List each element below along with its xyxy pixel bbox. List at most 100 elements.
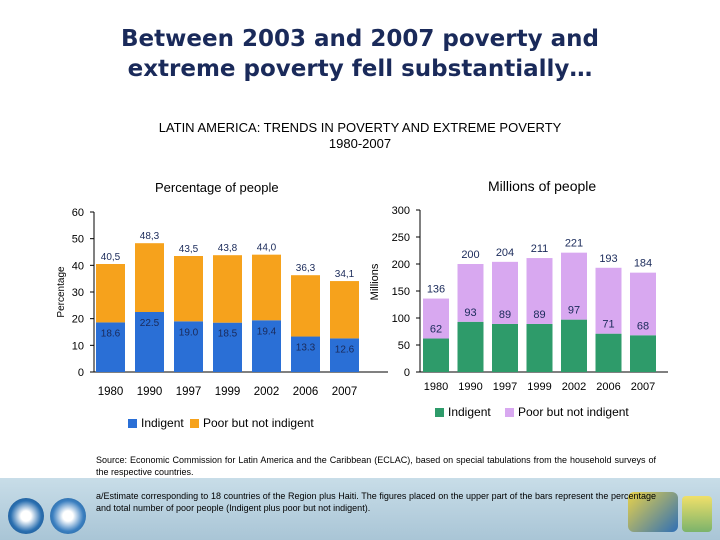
mil-x-tick-label: 1999 xyxy=(527,381,551,393)
pct-y-tick-label: 20 xyxy=(72,314,84,326)
mil-legend-indigent-swatch xyxy=(435,407,444,417)
mil-indigent-label: 62 xyxy=(430,324,442,336)
mil-legend-indigent-label: Indigent xyxy=(448,405,491,419)
mil-bar-indigent xyxy=(561,319,587,372)
pct-y-tick-label: 40 xyxy=(72,260,84,272)
mil-y-tick-label: 50 xyxy=(398,340,410,352)
pct-total-label: 43,5 xyxy=(179,244,199,255)
mil-bar-poor xyxy=(492,261,518,324)
pct-bar-indigent xyxy=(96,322,125,372)
pct-x-tick-label: 1997 xyxy=(176,386,202,398)
anniversary-logo-icon xyxy=(628,492,678,532)
mil-total-label: 184 xyxy=(634,258,652,270)
pct-bar-indigent xyxy=(252,320,281,372)
mil-bar-poor xyxy=(526,258,553,324)
pct-indigent-label: 12.6 xyxy=(335,344,355,355)
pct-x-tick-label: 2007 xyxy=(332,386,358,398)
mil-legend-poor: Poor but not indigent xyxy=(505,405,629,419)
pct-bar-indigent xyxy=(291,336,320,372)
pct-indigent-label: 13.3 xyxy=(296,343,316,354)
pct-total-label: 43,8 xyxy=(218,243,238,254)
percentage-chart-title: Percentage of people xyxy=(155,180,279,195)
mil-x-tick-label: 1990 xyxy=(458,381,482,393)
pct-total-label: 48,3 xyxy=(140,231,160,242)
pct-bar-indigent xyxy=(174,321,203,372)
mil-indigent-label: 89 xyxy=(533,309,545,321)
mil-legend-poor-label: Poor but not indigent xyxy=(518,405,629,419)
pct-x-tick-label: 1999 xyxy=(215,386,241,398)
pct-total-label: 44,0 xyxy=(257,243,277,254)
pct-bar-poor xyxy=(96,264,125,323)
subtitle-line-2: 1980-2007 xyxy=(328,136,392,151)
pct-y-tick-label: 0 xyxy=(78,367,84,379)
pct-y-tick-label: 60 xyxy=(72,207,84,219)
pct-indigent-label: 18.5 xyxy=(218,329,238,340)
pct-bar-indigent xyxy=(213,322,242,372)
mil-y-tick-label: 200 xyxy=(392,259,410,271)
millions-chart-title: Millions of people xyxy=(488,178,597,194)
mil-bar-poor xyxy=(630,272,656,336)
pct-total-label: 36,3 xyxy=(296,263,316,274)
mil-y-tick-label: 150 xyxy=(392,286,410,298)
mil-indigent-label: 93 xyxy=(464,307,476,319)
pct-total-label: 40,5 xyxy=(101,252,121,263)
pct-bar-poor xyxy=(252,254,281,321)
mil-bar-poor xyxy=(561,252,587,320)
pct-bar-indigent xyxy=(330,338,359,372)
mil-bar-indigent xyxy=(492,323,518,372)
mil-x-tick-label: 1997 xyxy=(493,381,517,393)
pct-bar-poor xyxy=(174,256,203,322)
mil-total-label: 193 xyxy=(599,253,617,265)
mil-bar-indigent xyxy=(423,338,449,372)
pct-indigent-label: 22.5 xyxy=(140,318,160,329)
footer-band xyxy=(0,478,720,540)
pct-bar-poor xyxy=(135,243,164,312)
pct-x-tick-label: 1990 xyxy=(137,386,163,398)
mil-y-axis-label: Millions xyxy=(369,263,381,300)
mil-y-tick-label: 300 xyxy=(392,205,410,217)
pct-indigent-label: 19.0 xyxy=(179,327,199,338)
mil-indigent-label: 68 xyxy=(637,320,649,332)
pct-x-tick-label: 2002 xyxy=(254,386,280,398)
mil-y-tick-label: 0 xyxy=(404,367,410,379)
source-note: Source: Economic Commission for Latin Am… xyxy=(96,455,656,477)
mil-x-tick-label: 1980 xyxy=(424,381,448,393)
mil-y-tick-label: 250 xyxy=(392,232,410,244)
subtitle-line-1: LATIN AMERICA: TRENDS IN POVERTY AND EXT… xyxy=(158,120,562,135)
mil-total-label: 211 xyxy=(531,243,549,255)
footnote: a/Estimate corresponding to 18 countries… xyxy=(96,491,656,513)
mil-bar-indigent xyxy=(630,335,656,372)
mil-bar-indigent xyxy=(595,333,622,372)
mil-total-label: 221 xyxy=(565,238,583,250)
pct-y-tick-label: 50 xyxy=(72,234,84,246)
mil-bar-indigent xyxy=(457,321,484,372)
who-emblem-icon xyxy=(50,498,86,534)
slide-title: Between 2003 and 2007 poverty and extrem… xyxy=(0,24,720,84)
mil-bar-indigent xyxy=(526,323,553,372)
pct-x-tick-label: 2006 xyxy=(293,386,319,398)
pct-y-tick-label: 30 xyxy=(72,287,84,299)
mil-total-label: 204 xyxy=(496,247,514,259)
mil-bar-poor xyxy=(457,264,484,322)
mil-indigent-label: 71 xyxy=(602,319,614,331)
pct-bar-poor xyxy=(213,255,242,323)
mil-x-tick-label: 2006 xyxy=(596,381,620,393)
mil-indigent-label: 97 xyxy=(568,305,580,317)
mil-indigent-label: 89 xyxy=(499,309,511,321)
mil-legend-poor-swatch xyxy=(505,407,514,417)
pct-x-tick-label: 1980 xyxy=(98,386,124,398)
mil-bar-poor xyxy=(423,298,449,339)
pct-legend-poor-label: Poor but not indigent xyxy=(203,416,314,430)
pct-bar-poor xyxy=(330,281,359,339)
pct-bar-indigent xyxy=(135,312,164,372)
pct-total-label: 34,1 xyxy=(335,269,355,280)
title-line-2: extreme poverty fell substantially… xyxy=(127,56,593,82)
pct-y-tick-label: 10 xyxy=(72,340,84,352)
mil-x-tick-label: 2002 xyxy=(562,381,586,393)
pct-bar-poor xyxy=(291,275,320,337)
pct-legend-indigent-label: Indigent xyxy=(141,416,184,430)
pct-indigent-label: 18.6 xyxy=(101,328,121,339)
mil-y-tick-label: 100 xyxy=(392,313,410,325)
pct-legend-indigent: Indigent xyxy=(128,416,184,430)
